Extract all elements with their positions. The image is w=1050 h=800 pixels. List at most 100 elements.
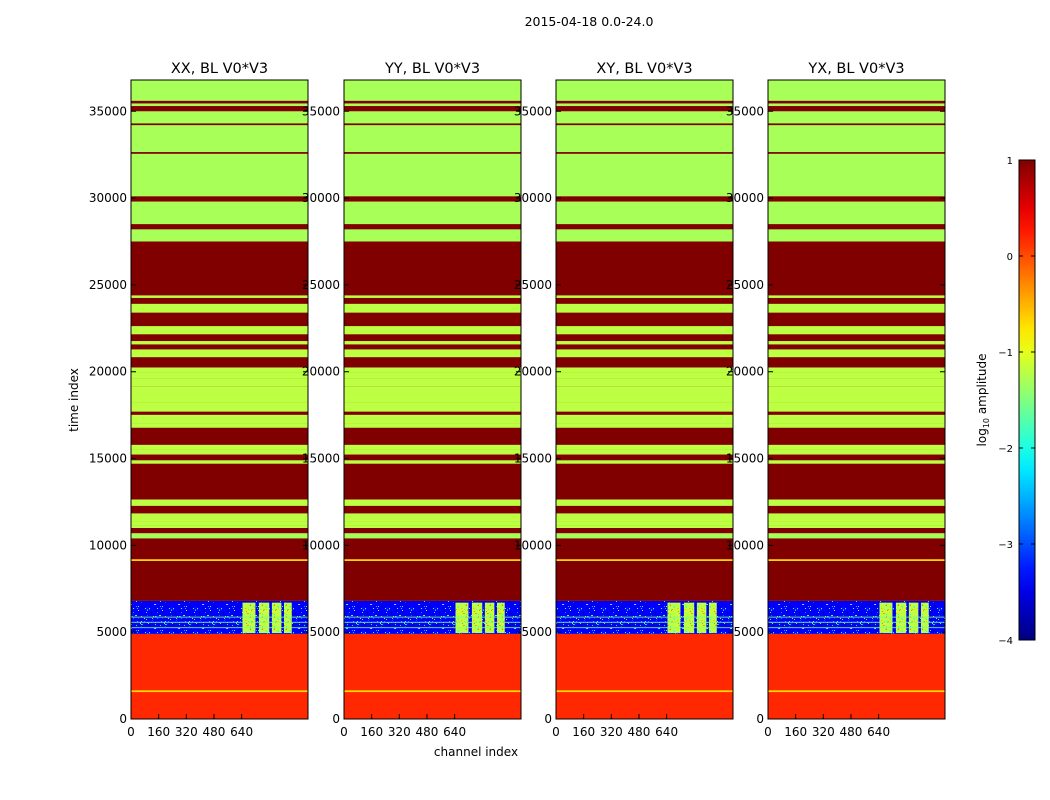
noise-trace	[556, 621, 733, 623]
panel-2: YY, BL V0*V3 0 5000 10000 15000 20000 25000 300…	[302, 61, 522, 739]
y-tick-label: 10000	[89, 538, 127, 552]
noise-patch	[879, 602, 893, 634]
hatch-stripe	[556, 312, 733, 319]
y-tick-label: 15000	[726, 452, 764, 466]
hatch-stripe	[344, 423, 521, 428]
hatch-stripe	[131, 393, 308, 403]
y-tick-label: 10000	[514, 538, 552, 552]
hatch-stripe	[768, 344, 945, 350]
hatch-stripe	[768, 444, 945, 450]
panel-title: YY, BL V0*V3	[384, 61, 480, 77]
hatch-stripe	[131, 378, 308, 387]
hatch-stripe	[131, 295, 308, 298]
x-tick-label: 0	[764, 725, 772, 739]
hatch-stripe	[344, 367, 521, 373]
hatch-stripe	[556, 357, 733, 361]
hatch-stripe	[556, 326, 733, 335]
hatch-stripe	[344, 349, 521, 358]
hatch-stripe	[556, 442, 733, 445]
hatch-stripe	[768, 357, 945, 361]
hatch-stripe	[344, 393, 521, 403]
hatch-stripe	[768, 341, 945, 345]
hatch-stripe	[556, 492, 733, 500]
noise-patch	[455, 602, 469, 634]
hatch-stripe	[768, 499, 945, 506]
band-stripe	[556, 152, 733, 154]
band-stripe	[131, 100, 308, 104]
hatch-stripe	[556, 444, 733, 450]
figure-suptitle: 2015-04-18 0.0-24.0	[525, 14, 654, 29]
hatch-stripe	[556, 372, 733, 379]
hatch-stripe	[768, 386, 945, 394]
hatch-stripe	[131, 364, 308, 368]
hatch-stripe	[768, 295, 945, 298]
hatch-stripe	[768, 291, 945, 296]
hatch-stripe	[768, 433, 945, 443]
y-tick-label: 15000	[302, 452, 340, 466]
x-tick-label: 480	[840, 725, 863, 739]
band-stripe	[344, 106, 521, 112]
hatch-stripe	[344, 463, 521, 471]
hatch-stripe	[556, 341, 733, 345]
panel-3: XY, BL V0*V3 0 5000 10000 15000 20000 25000 300…	[514, 61, 734, 739]
hatch-stripe	[556, 460, 733, 464]
x-tick-label: 640	[443, 725, 466, 739]
hatch-stripe	[768, 367, 945, 373]
hatch-stripe	[768, 525, 945, 528]
hatch-stripe	[556, 463, 733, 471]
noise-trace	[768, 626, 945, 629]
colorbar-label: log10 amplitude	[975, 354, 991, 447]
x-tick-label: 640	[867, 725, 890, 739]
band-stripe	[131, 224, 308, 230]
band-upper-block	[344, 80, 521, 242]
hatch-stripe	[131, 499, 308, 506]
y-tick-label: 35000	[89, 104, 127, 118]
x-tick-label: 320	[388, 725, 411, 739]
y-tick-label: 20000	[302, 365, 340, 379]
hatch-stripe	[768, 393, 945, 403]
y-tick-label: 25000	[514, 278, 552, 292]
hatch-stripe	[344, 492, 521, 500]
hatch-stripe	[344, 303, 521, 313]
hatch-stripe	[768, 463, 945, 471]
panel-frame	[767, 79, 946, 720]
band-stripe	[768, 152, 945, 154]
hatch-stripe	[768, 312, 945, 319]
x-tick-label: 320	[812, 725, 835, 739]
hatch-stripe	[131, 312, 308, 319]
hatch-stripe	[131, 460, 308, 464]
x-tick-label: 480	[203, 725, 226, 739]
hatch-stripe	[556, 402, 733, 412]
hatch-stripe	[768, 442, 945, 445]
noise-patch	[708, 602, 717, 634]
colorbar-label-rest: amplitude	[975, 354, 989, 418]
noise-patch	[258, 602, 270, 634]
band-thin-line	[556, 690, 733, 693]
y-axis-label: time index	[67, 368, 81, 432]
hatch-stripe	[556, 427, 733, 434]
hatch-stripe	[131, 357, 308, 361]
panel-1: XX, BL V0*V3 0 5000 10000 15000 20000 25000 300…	[89, 61, 309, 739]
hatch-stripe	[556, 334, 733, 342]
band-upper-block	[556, 80, 733, 242]
noise-patch	[271, 602, 282, 634]
panel-heatmap	[556, 80, 733, 719]
band-baseline	[768, 633, 945, 719]
band-stripe	[768, 196, 945, 202]
x-tick-label: 640	[655, 725, 678, 739]
noise-trace	[768, 621, 945, 623]
hatch-stripe	[344, 460, 521, 464]
colorbar-bar	[1018, 159, 1036, 641]
hatch-stripe	[768, 513, 945, 522]
hatch-stripe	[344, 386, 521, 394]
panel-heatmap	[768, 80, 945, 719]
band-stripe	[344, 100, 521, 104]
noise-trace	[556, 626, 733, 629]
band-stripe	[768, 123, 945, 126]
hatch-stripe	[344, 499, 521, 506]
x-tick-label: 640	[230, 725, 253, 739]
band-baseline	[556, 633, 733, 719]
y-tick-label: 25000	[302, 278, 340, 292]
